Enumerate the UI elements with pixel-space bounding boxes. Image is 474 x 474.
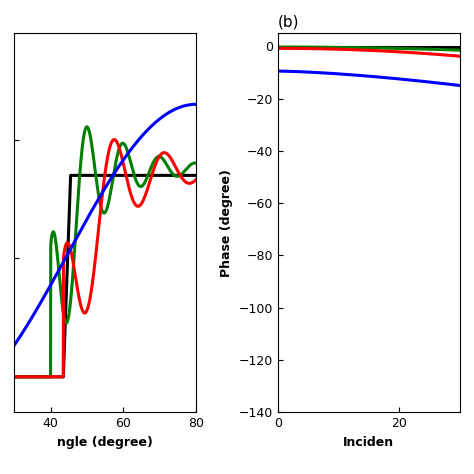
Text: (b): (b) — [278, 14, 300, 29]
X-axis label: Inciden: Inciden — [343, 436, 394, 449]
X-axis label: ngle (degree): ngle (degree) — [57, 436, 153, 449]
Y-axis label: Phase (degree): Phase (degree) — [220, 169, 233, 277]
